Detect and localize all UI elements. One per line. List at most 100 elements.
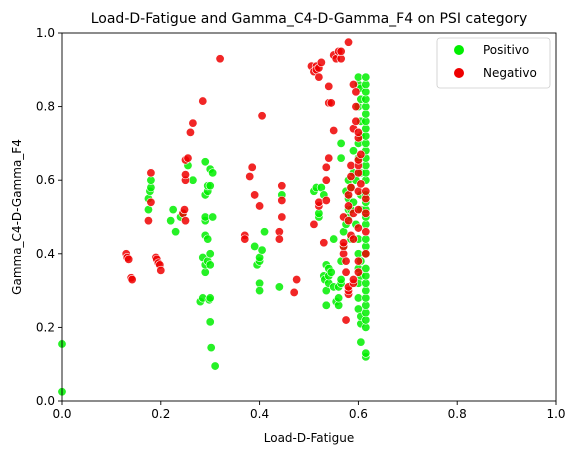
- x-axis-label: Load-D-Fatigue: [264, 431, 355, 445]
- data-point: [353, 205, 363, 215]
- data-point: [274, 282, 284, 292]
- data-point: [319, 238, 329, 248]
- data-point: [321, 162, 331, 172]
- data-point: [344, 37, 354, 47]
- data-point: [277, 212, 287, 222]
- x-tick-label: 0.8: [448, 407, 467, 421]
- data-point: [200, 157, 210, 167]
- data-point: [143, 216, 153, 226]
- data-point: [329, 234, 339, 244]
- y-tick-label: 0.8: [36, 100, 55, 114]
- legend-label-positivo: Positivo: [483, 43, 529, 57]
- data-point: [336, 153, 346, 163]
- data-point: [348, 275, 358, 285]
- x-tick-label: 0.4: [250, 407, 269, 421]
- data-point: [124, 254, 134, 264]
- data-point: [336, 46, 346, 56]
- data-point: [341, 256, 351, 266]
- data-point: [205, 181, 215, 191]
- data-point: [210, 361, 220, 371]
- data-point: [257, 245, 267, 255]
- y-tick-label: 0.2: [36, 320, 55, 334]
- data-point: [127, 275, 137, 285]
- data-point: [326, 267, 336, 277]
- x-tick-label: 1.0: [546, 407, 565, 421]
- data-point: [348, 234, 358, 244]
- data-point: [156, 265, 166, 275]
- data-point: [171, 227, 181, 237]
- legend-frame: [436, 37, 551, 89]
- data-point: [314, 72, 324, 82]
- data-point: [198, 96, 208, 106]
- data-point: [334, 293, 344, 303]
- data-point: [361, 249, 371, 259]
- data-point: [351, 102, 361, 112]
- y-tick-label: 0.4: [36, 247, 55, 261]
- data-point: [321, 195, 331, 205]
- data-point: [245, 172, 255, 182]
- data-point: [289, 287, 299, 297]
- data-point: [188, 118, 198, 128]
- data-point: [206, 343, 216, 353]
- data-point: [205, 260, 215, 270]
- data-point: [351, 116, 361, 126]
- data-point: [208, 212, 218, 222]
- data-point: [247, 162, 257, 172]
- data-point: [361, 348, 371, 358]
- data-point: [341, 267, 351, 277]
- data-point: [356, 337, 366, 347]
- data-point: [292, 275, 302, 285]
- data-point: [356, 179, 366, 189]
- data-point: [215, 54, 225, 64]
- plot-frame: [61, 32, 557, 402]
- data-point: [346, 172, 356, 182]
- data-point: [348, 146, 358, 156]
- data-point: [346, 183, 356, 193]
- data-point: [324, 153, 334, 163]
- x-tick-label: 0.0: [52, 407, 71, 421]
- data-point: [260, 227, 270, 237]
- data-point: [314, 197, 324, 207]
- data-point: [277, 181, 287, 191]
- data-point: [326, 98, 336, 108]
- data-point: [316, 57, 326, 67]
- data-point: [181, 216, 191, 226]
- legend-label-negativo: Negativo: [483, 66, 537, 80]
- data-point: [353, 267, 363, 277]
- data-point: [341, 315, 351, 325]
- legend-marker-negativo: [454, 68, 464, 78]
- data-point: [361, 264, 371, 274]
- data-point: [240, 234, 250, 244]
- x-tick-label: 0.2: [151, 407, 170, 421]
- x-tick-label: 0.6: [349, 407, 368, 421]
- data-point: [250, 190, 260, 200]
- data-point: [321, 175, 331, 185]
- series-negativo: [121, 37, 371, 325]
- data-point: [274, 234, 284, 244]
- data-point: [208, 168, 218, 178]
- data-point: [257, 111, 267, 121]
- data-point: [361, 72, 371, 82]
- data-point: [336, 275, 346, 285]
- data-point: [205, 293, 215, 303]
- data-point: [361, 227, 371, 237]
- data-point: [146, 197, 156, 207]
- data-point: [351, 87, 361, 97]
- data-point: [205, 249, 215, 259]
- y-axis-label: Gamma_C4-D-Gamma_F4: [10, 139, 24, 295]
- data-point: [356, 149, 366, 159]
- data-point: [203, 234, 213, 244]
- data-point: [185, 127, 195, 137]
- y-tick-label: 0.0: [36, 394, 55, 408]
- points-layer: [57, 37, 371, 397]
- data-point: [205, 317, 215, 327]
- data-point: [361, 186, 371, 196]
- data-point: [183, 153, 193, 163]
- data-point: [255, 286, 265, 296]
- data-point: [166, 216, 176, 226]
- data-point: [336, 138, 346, 148]
- data-point: [353, 127, 363, 137]
- data-point: [250, 241, 260, 251]
- data-point: [146, 168, 156, 178]
